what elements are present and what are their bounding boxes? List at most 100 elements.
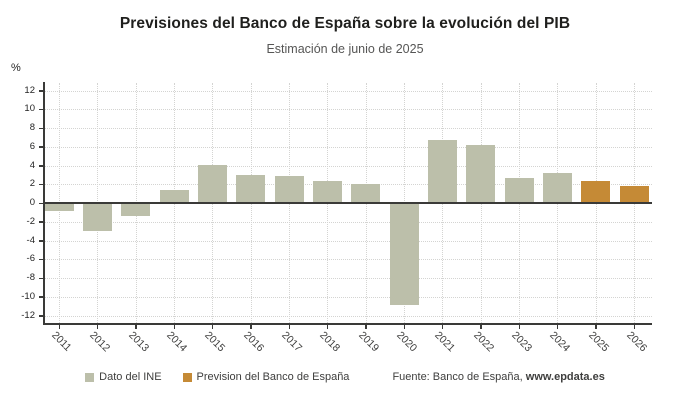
chart-subtitle: Estimación de junio de 2025 — [266, 42, 424, 56]
y-axis-tick — [39, 315, 43, 317]
forecast-swatch-icon — [182, 372, 192, 382]
x-axis-tick — [365, 325, 367, 329]
legend-item-label: Dato del INE — [99, 371, 162, 383]
x-axis-tick-label: 2021 — [432, 329, 458, 355]
bar-2015-ine[interactable] — [197, 164, 227, 203]
gridline-y — [44, 315, 652, 317]
x-axis-line — [43, 323, 652, 325]
x-axis-tick — [96, 325, 99, 329]
legend-item-forecast[interactable]: Prevision del Banco de España — [182, 371, 350, 383]
x-axis-tick-label: 2016 — [240, 329, 266, 355]
y-axis-tick-label: 6 — [29, 140, 35, 152]
source-text: Fuente: Banco de España, — [392, 371, 526, 383]
x-axis-tick-label: 2020 — [394, 329, 420, 355]
x-axis-tick — [173, 325, 175, 329]
x-axis-tick-label: 2019 — [355, 329, 381, 355]
chart-legend: Dato del INE Prevision del Banco de Espa… — [0, 371, 690, 383]
y-axis-tick — [39, 108, 43, 111]
bar-2016-ine[interactable] — [236, 174, 266, 203]
x-axis-tick — [326, 325, 329, 329]
ine-swatch-icon — [85, 372, 95, 382]
x-axis-tick — [480, 325, 482, 329]
y-axis-tick — [39, 240, 43, 242]
x-axis-tick — [58, 325, 60, 329]
y-axis-line — [43, 82, 45, 324]
source-credit: Fuente: Banco de España, www.epdata.es — [392, 371, 604, 383]
legend-item-ine[interactable]: Dato del INE — [85, 371, 162, 383]
gridline-y — [44, 90, 652, 92]
y-axis-tick — [39, 90, 43, 92]
bar-2023-ine[interactable] — [504, 177, 534, 203]
x-axis-tick — [403, 325, 405, 329]
x-axis-tick-label: 2014 — [164, 329, 190, 355]
chart-title: Previsiones del Banco de España sobre la… — [119, 15, 571, 32]
y-axis-tick — [39, 202, 43, 204]
x-axis-tick — [250, 325, 252, 329]
x-axis-tick-label: 2018 — [317, 329, 343, 355]
y-axis-tick — [39, 277, 43, 279]
y-axis-tick-label: 0 — [29, 197, 35, 208]
bar-2012-ine[interactable] — [82, 203, 112, 232]
y-axis-tick — [39, 258, 43, 261]
x-axis-tick — [288, 325, 290, 329]
y-axis-tick-label: 10 — [24, 103, 35, 115]
bar-2026-forecast[interactable] — [619, 186, 649, 203]
gridline-y — [44, 184, 652, 186]
y-axis-tick-label: -6 — [26, 253, 35, 265]
bar-2020-ine[interactable] — [389, 203, 419, 306]
y-axis-tick — [39, 165, 43, 167]
bar-2011-ine[interactable] — [44, 203, 74, 212]
gridline-y — [44, 221, 652, 223]
x-axis-tick-label: 2026 — [624, 329, 650, 355]
y-axis-tick-label: -10 — [21, 290, 35, 302]
bar-2018-ine[interactable] — [312, 180, 342, 203]
y-axis-tick-label: -8 — [26, 272, 35, 283]
gridline-y — [44, 165, 652, 167]
gridline-y — [44, 128, 652, 129]
x-axis-tick — [135, 325, 137, 329]
x-axis-tick — [211, 325, 214, 329]
y-axis-tick-label: -2 — [26, 215, 35, 227]
y-axis-tick-label: 4 — [29, 159, 35, 171]
x-axis-tick-label: 2012 — [87, 329, 113, 355]
x-axis-tick-label: 2017 — [279, 329, 305, 355]
x-axis-tick — [595, 325, 597, 329]
y-axis-tick — [39, 146, 43, 148]
bar-2021-ine[interactable] — [427, 140, 457, 203]
gridline-y — [44, 146, 652, 148]
epdata-link[interactable]: www.epdata.es — [525, 371, 605, 383]
zero-baseline — [43, 202, 652, 204]
y-axis-tick-label: 2 — [29, 178, 35, 190]
gridline-y — [44, 278, 652, 279]
bar-2024-ine[interactable] — [542, 173, 572, 203]
x-axis-tick-label: 2011 — [49, 329, 74, 354]
bar-2019-ine[interactable] — [351, 184, 381, 203]
x-axis-tick-label: 2025 — [585, 329, 611, 355]
gridline-y — [44, 259, 652, 261]
y-axis-tick-label: 8 — [29, 122, 35, 133]
bar-2014-ine[interactable] — [159, 189, 189, 203]
gridline-y — [44, 240, 652, 242]
gridline-y — [44, 109, 652, 111]
bar-2013-ine[interactable] — [121, 203, 151, 217]
y-axis-tick-label: 12 — [24, 84, 35, 96]
y-axis-tick — [39, 127, 43, 129]
x-axis-tick-label: 2015 — [202, 329, 228, 355]
x-axis-tick — [556, 325, 559, 329]
y-axis-tick-label: -12 — [21, 309, 35, 321]
y-axis-tick — [39, 221, 43, 223]
x-axis-tick-label: 2024 — [547, 329, 573, 355]
y-axis-tick — [39, 296, 43, 298]
bar-2017-ine[interactable] — [274, 175, 304, 203]
bar-2025-forecast[interactable] — [581, 180, 611, 203]
gridline-y — [44, 296, 652, 298]
x-axis-tick — [518, 325, 520, 329]
legend-item-label: Prevision del Banco de España — [196, 371, 350, 383]
y-axis-unit-label: % — [11, 62, 21, 74]
y-axis-tick — [39, 183, 43, 186]
x-axis-tick — [633, 325, 635, 329]
x-axis-tick-label: 2023 — [509, 329, 535, 355]
bar-2022-ine[interactable] — [466, 144, 496, 203]
